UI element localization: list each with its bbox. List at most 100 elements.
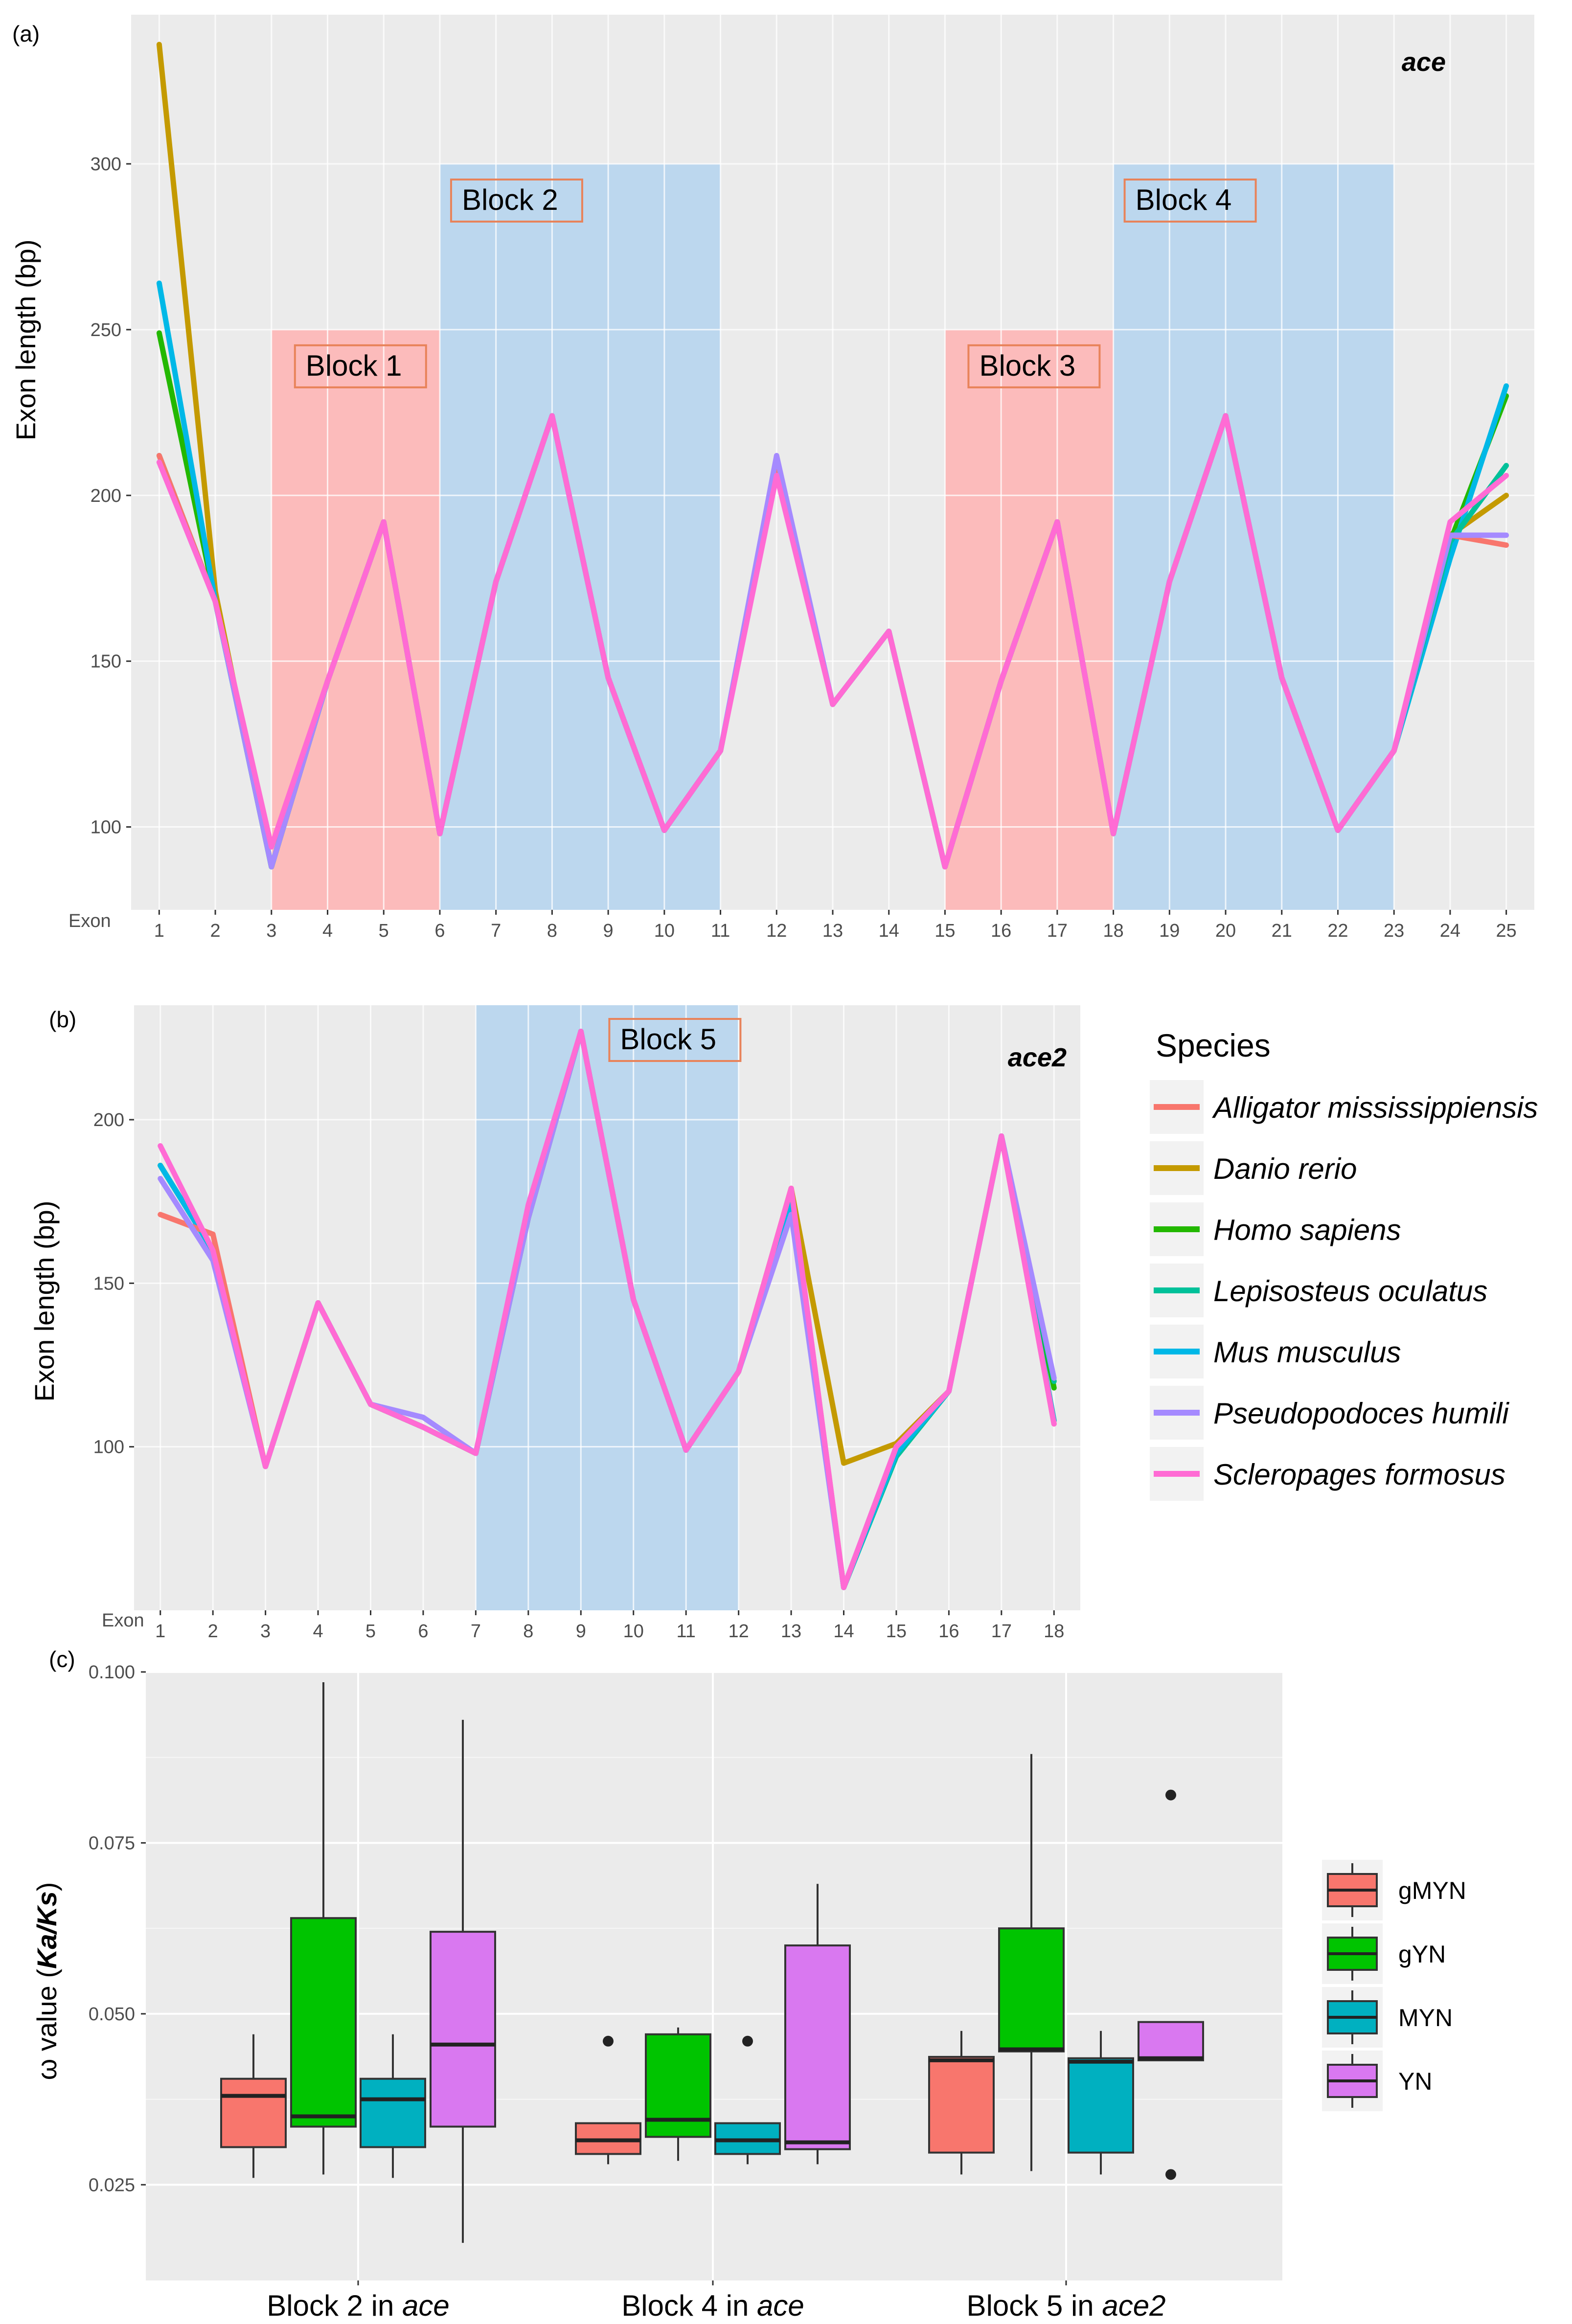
panel-a-label: (a): [12, 21, 40, 46]
x-tick-label: 1: [155, 1621, 165, 1642]
x-tick-label: 22: [1327, 921, 1348, 941]
block-label-box: [967, 344, 1101, 388]
x-tick-label: 5: [365, 1621, 376, 1642]
x-tick-label: 13: [781, 1621, 801, 1642]
species-legend: Species Alligator mississippiensis Danio …: [1150, 1027, 1538, 1501]
x-tick-label: 12: [728, 1621, 749, 1642]
block-label-box: [450, 179, 583, 223]
legend-label: Homo sapiens: [1213, 1214, 1401, 1246]
block-label: Block 2: [462, 183, 558, 216]
legend-label: gMYN: [1398, 1877, 1466, 1904]
x-tick-label: 15: [886, 1621, 907, 1642]
y-tick-label: 150: [91, 652, 121, 672]
x-tick-label: 11: [676, 1621, 695, 1642]
panel-b-label: (b): [49, 1007, 76, 1032]
x-tick-label: 1: [154, 921, 164, 941]
x-tick-label: 17: [1047, 921, 1068, 941]
x-tick-label: 3: [260, 1621, 271, 1642]
y-tick-label: 0.050: [89, 2004, 135, 2025]
x-tick-label: 19: [1159, 921, 1180, 941]
x-tick-label: 18: [1103, 921, 1123, 941]
x-tick-label: 7: [471, 1621, 481, 1642]
block-label: Block 3: [979, 349, 1075, 382]
y-tick-label: 150: [93, 1273, 124, 1294]
block-label: Block 4: [1136, 183, 1232, 216]
species-legend-items: Alligator mississippiensis Danio rerio Hom…: [1150, 1080, 1538, 1501]
x-group-label: Block 4 in ace: [621, 2289, 804, 2322]
x-tick-label: 20: [1215, 921, 1236, 941]
box-iqr: [220, 2077, 287, 2148]
panel-c-y-ticks: 0.025 0.050 0.075 0.100: [89, 1662, 146, 2195]
x-tick-label: 23: [1384, 921, 1404, 941]
x-tick-label: 17: [991, 1621, 1012, 1642]
x-tick-label: 24: [1440, 921, 1460, 941]
panel-a-series-lines: [156, 42, 1509, 870]
box-outlier: [1165, 2169, 1176, 2180]
box-iqr: [290, 1917, 357, 2128]
panel-c-label: (c): [49, 1647, 75, 1672]
block-label-box: [1123, 179, 1257, 223]
legend-label: YN: [1398, 2068, 1432, 2095]
panel-a-y-ticks: 100 150 200 250 300: [91, 154, 131, 838]
x-tick-label: 6: [418, 1621, 428, 1642]
x-tick-label: 13: [822, 921, 843, 941]
y-tick-label: 100: [93, 1437, 124, 1458]
y-tick-label: 300: [91, 154, 121, 175]
panel-c-boxplots: [220, 1682, 1204, 2243]
x-tick-label: 15: [934, 921, 955, 941]
panel-b-gridlines: [134, 1005, 1080, 1610]
legend-label: MYN: [1398, 2004, 1453, 2031]
box-iqr: [928, 2055, 995, 2154]
x-group-label: Block 5 in ace2: [967, 2289, 1166, 2322]
x-tick-label: 14: [879, 921, 899, 941]
series-line: [158, 1029, 1057, 1590]
x-tick-label: 10: [654, 921, 675, 941]
panel-a-block-labels: Block 1 Block 2 Block 3 Block 4: [294, 179, 1257, 388]
block-label: Block 1: [306, 349, 402, 382]
x-tick-label: 4: [313, 1621, 323, 1642]
panel-a-gene-label: ace: [1402, 47, 1446, 77]
y-tick-label: 0.100: [89, 1662, 135, 1683]
y-tick-label: 0.025: [89, 2175, 135, 2195]
x-tick-label: 7: [491, 921, 501, 941]
series-line: [156, 413, 1509, 870]
x-group-label: Block 2 in ace: [267, 2289, 450, 2322]
x-tick-label: 6: [434, 921, 445, 941]
box-iqr: [1138, 2021, 1204, 2061]
box-outlier: [742, 2035, 753, 2047]
box-iqr: [998, 1927, 1065, 2053]
y-tick-label: 250: [91, 320, 121, 340]
legend-label: Danio rerio: [1213, 1152, 1357, 1185]
x-tick-label: 3: [266, 921, 276, 941]
x-tick-label: 10: [623, 1621, 644, 1642]
x-tick-label: 9: [576, 1621, 586, 1642]
box-iqr: [1068, 2057, 1134, 2154]
legend-label: Mus musculus: [1213, 1336, 1401, 1369]
x-tick-label: 2: [208, 1621, 218, 1642]
x-tick-label: 5: [379, 921, 389, 941]
x-tick-label: 18: [1044, 1621, 1064, 1642]
legend-label: Scleropages formosus: [1213, 1458, 1505, 1491]
panel-b-x-ticks: 1 2 3 4 5 6 7 8 9 10 11 12 13 14 15 16 17 18: [155, 1610, 1064, 1642]
box-iqr: [430, 1931, 496, 2128]
x-tick-label: 12: [766, 921, 787, 941]
x-tick-label: 9: [603, 921, 614, 941]
block-label: Block 5: [620, 1023, 716, 1056]
x-tick-label: 8: [547, 921, 557, 941]
box-iqr: [784, 1944, 851, 2150]
box-outlier: [1165, 1789, 1176, 1801]
panel-b-gene-label: ace2: [1008, 1043, 1067, 1072]
y-tick-label: 100: [91, 817, 121, 838]
x-tick-label: 11: [711, 921, 730, 941]
x-tick-label: 8: [523, 1621, 533, 1642]
x-tick-label: 4: [322, 921, 333, 941]
legend-label: Pseudopodoces humili: [1213, 1397, 1509, 1430]
x-tick-label: 16: [938, 1621, 959, 1642]
legend-label: Lepisosteus oculatus: [1213, 1275, 1487, 1308]
method-legend: gMYN gYN MYN YN: [1322, 1860, 1466, 2111]
panel-b-y-ticks: 100 150 200: [93, 1110, 134, 1458]
block-region: [945, 329, 1114, 910]
